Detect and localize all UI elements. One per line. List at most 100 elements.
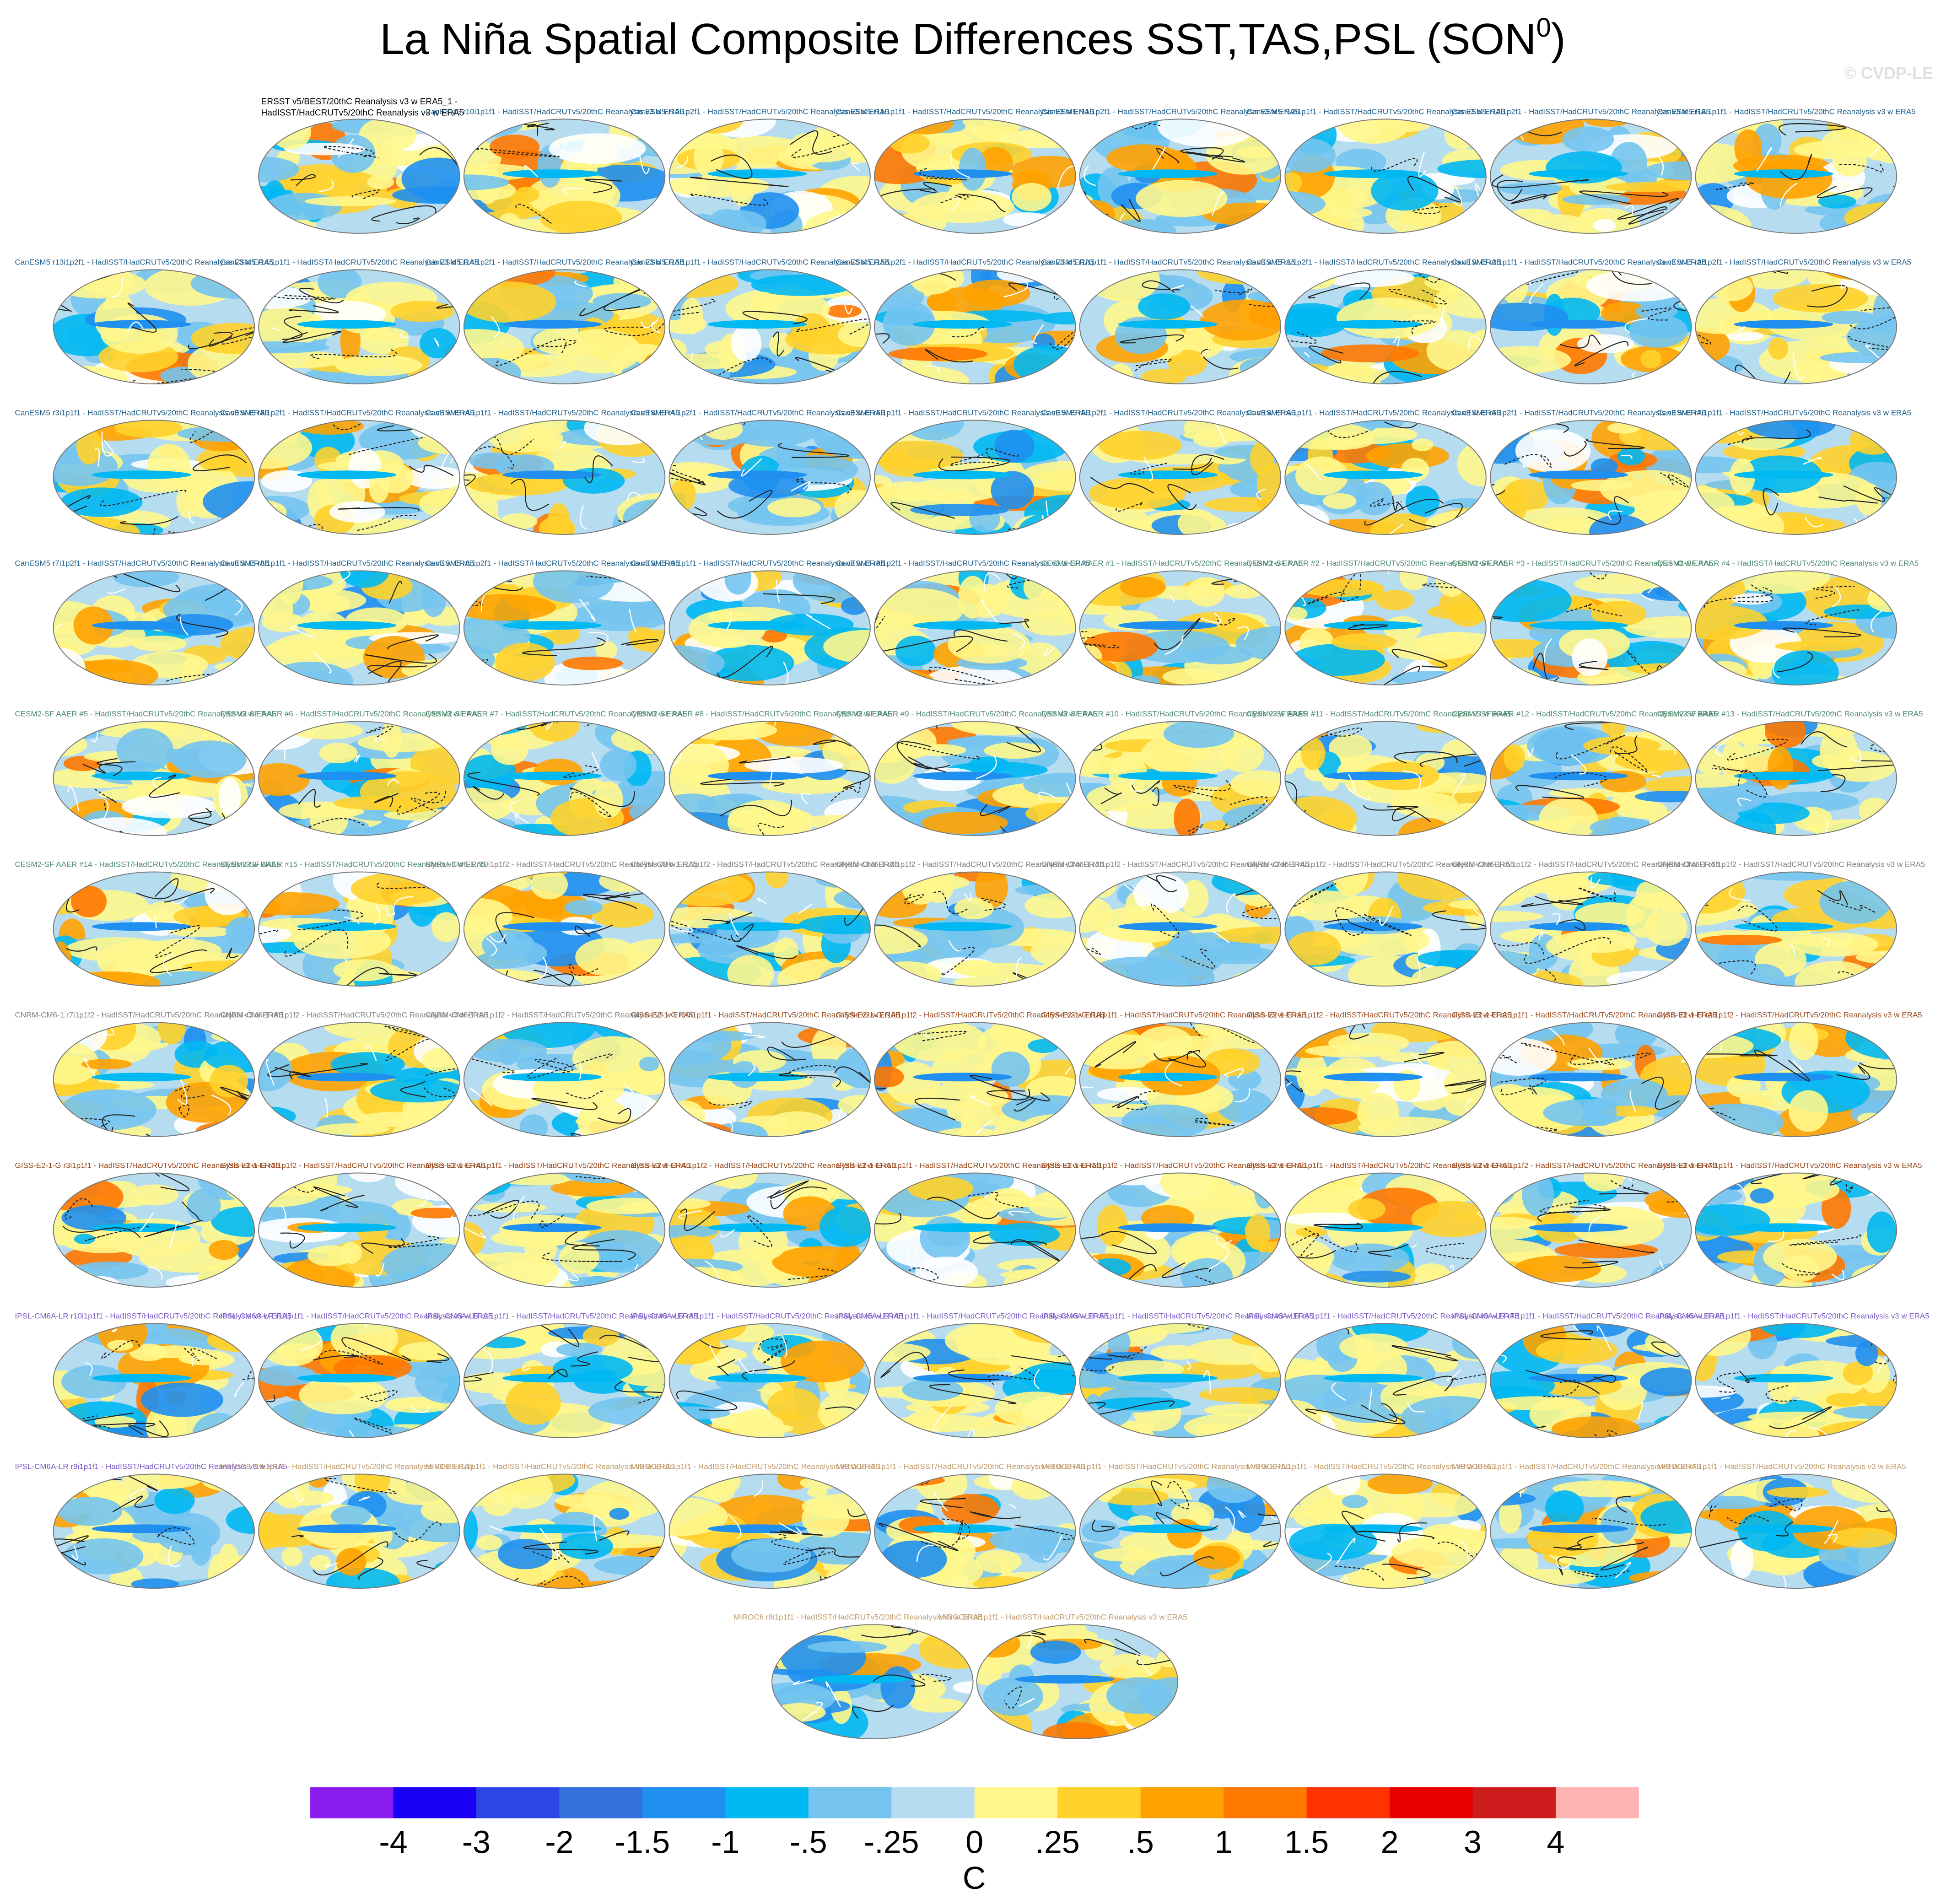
- contour-line: [53, 1535, 89, 1561]
- map-panel: [874, 1173, 1076, 1288]
- anomaly-patch: [1321, 344, 1420, 362]
- coastline: [588, 632, 609, 647]
- anomaly-patch: [401, 157, 460, 200]
- contour-line: [1391, 807, 1431, 822]
- contour-line: [358, 1557, 383, 1580]
- anomaly-patch: [1289, 1523, 1377, 1561]
- equatorial-tongue: [1734, 1223, 1833, 1232]
- anomaly-patch: [1252, 812, 1281, 836]
- anomaly-patch: [1415, 1263, 1449, 1280]
- anomaly-patch: [1285, 796, 1357, 836]
- contour-line: [958, 193, 1006, 212]
- anomaly-patch: [329, 501, 385, 523]
- anomaly-patch: [53, 975, 102, 986]
- contour-line: [53, 573, 67, 590]
- anomaly-patch: [728, 799, 804, 836]
- contour-line: [1818, 496, 1878, 504]
- anomaly-patch: [1628, 314, 1688, 348]
- anomaly-patch: [1210, 1176, 1232, 1210]
- anomaly-patch: [550, 1179, 636, 1197]
- anomaly-patch: [1490, 1173, 1508, 1204]
- anomaly-patch: [1789, 1022, 1818, 1060]
- contour-line: [1728, 434, 1754, 445]
- panel-label: CESM2-SF AAER #15 - HadISST/HadCRUTv5/20…: [220, 860, 486, 869]
- equatorial-tongue: [1118, 470, 1218, 480]
- anomaly-patch: [263, 821, 292, 836]
- coastline: [53, 1500, 61, 1510]
- coastline: [1637, 1401, 1643, 1420]
- coastline: [981, 599, 998, 623]
- equatorial-tongue: [502, 470, 602, 480]
- anomaly-patch: [497, 213, 521, 233]
- contour-line: [1369, 498, 1402, 507]
- title-superscript: 0: [1536, 13, 1551, 43]
- anomaly-patch: [1115, 1323, 1209, 1334]
- anomaly-patch: [577, 1100, 631, 1137]
- contour-line: [1540, 1330, 1594, 1340]
- contour-line: [972, 1715, 973, 1729]
- coastline: [1632, 373, 1645, 384]
- anomaly-patch: [1495, 1569, 1596, 1586]
- coastline: [1624, 205, 1634, 216]
- anomaly-patch: [927, 291, 957, 313]
- anomaly-patch: [1601, 302, 1649, 325]
- anomaly-patch: [1285, 172, 1302, 192]
- anomaly-patch: [1401, 1396, 1486, 1438]
- contour-line: [980, 804, 1011, 816]
- map-border: [463, 1323, 666, 1439]
- anomaly-patch: [464, 507, 502, 534]
- contour-line: [539, 1214, 565, 1228]
- anomaly-patch: [781, 1340, 865, 1383]
- anomaly-patch: [1015, 885, 1071, 896]
- coastline: [337, 571, 350, 583]
- anomaly-patch: [1240, 357, 1281, 378]
- contour-line: [903, 1267, 939, 1283]
- coastline: [558, 441, 566, 449]
- anomaly-patch: [1583, 1173, 1624, 1192]
- coastline: [1132, 892, 1147, 911]
- contour-line: [1616, 1496, 1631, 1513]
- coastline: [1285, 131, 1291, 154]
- coastline: [774, 721, 788, 726]
- coastline: [1780, 182, 1798, 207]
- coastline: [374, 738, 387, 742]
- map-panel: [1079, 721, 1281, 836]
- contour-line: [351, 189, 381, 200]
- coastline: [509, 801, 529, 824]
- contour-line: [1829, 1173, 1865, 1186]
- contour-line: [1741, 429, 1811, 444]
- map-panel: [1490, 119, 1692, 233]
- anomaly-patch: [1038, 872, 1076, 890]
- coastline: [470, 1087, 492, 1106]
- map-panel: [1490, 1323, 1692, 1438]
- contour-line: [569, 787, 635, 807]
- coastline: [480, 595, 485, 612]
- contour-line: [598, 1108, 631, 1124]
- contour-line: [1497, 1078, 1547, 1095]
- coastline: [205, 872, 217, 876]
- contour-line: [742, 1360, 796, 1381]
- anomaly-patch: [1695, 456, 1745, 474]
- coastline: [1065, 1067, 1072, 1075]
- contour-line: [938, 456, 1010, 471]
- colorbar-label: .5: [1127, 1824, 1154, 1860]
- coastline: [168, 1546, 181, 1567]
- anomaly-patch: [1727, 571, 1831, 594]
- coastline: [1418, 151, 1427, 177]
- equatorial-tongue: [1734, 621, 1833, 630]
- anomaly-patch: [53, 366, 128, 384]
- equatorial-tongue: [1323, 169, 1423, 178]
- contour-line: [584, 455, 613, 483]
- anomaly-patch: [1492, 668, 1542, 685]
- contour-line: [99, 571, 181, 593]
- panel-label: IPSL-CM6A-LR r6i1p1f1 - HadISST/HadCRUTv…: [1246, 1312, 1519, 1321]
- coastline: [1169, 594, 1175, 602]
- anomaly-patch: [1212, 872, 1281, 895]
- contour-line: [908, 756, 947, 773]
- contour-line: [1152, 787, 1159, 806]
- anomaly-patch: [294, 924, 391, 959]
- anomaly-patch: [226, 917, 255, 946]
- anomaly-patch: [1285, 825, 1335, 836]
- contour-line: [1490, 372, 1522, 384]
- anomaly-patch: [259, 1050, 293, 1091]
